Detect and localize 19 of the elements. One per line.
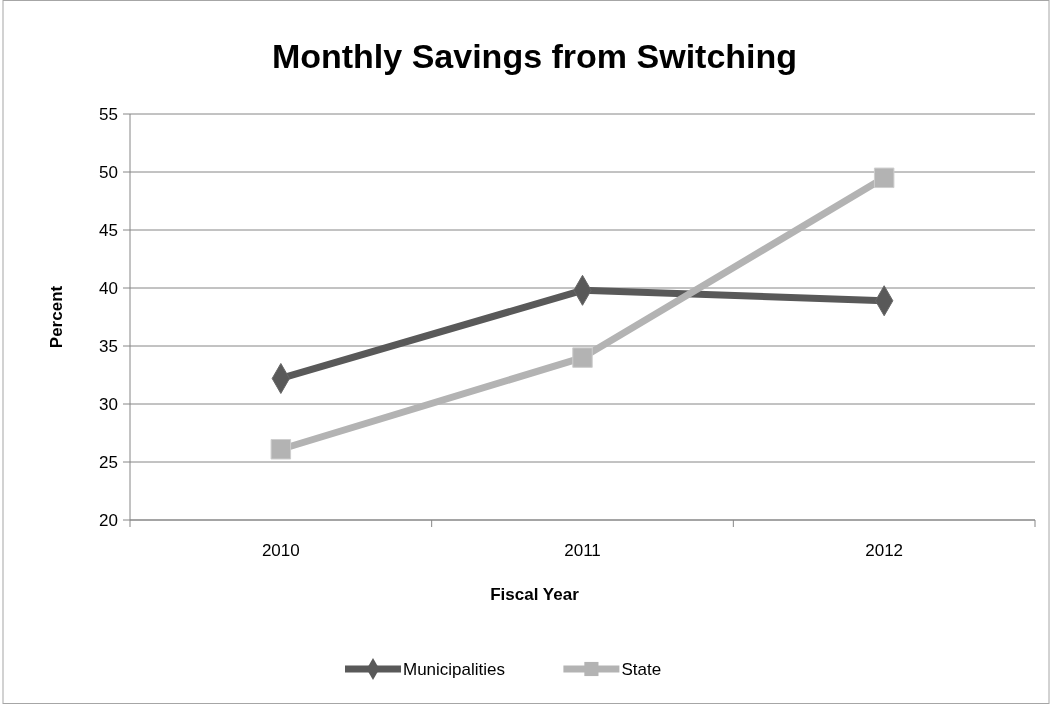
y-tick-label: 20 [99, 510, 118, 530]
point [270, 438, 292, 460]
y-tick-label: 55 [99, 104, 118, 124]
y-tick-label: 30 [99, 394, 118, 414]
y-tick-label: 40 [99, 278, 118, 298]
x-tick-label: 2012 [865, 541, 904, 560]
x-tick-label: 2010 [261, 541, 300, 560]
y-axis-title: Percent [47, 285, 66, 349]
point [873, 167, 895, 189]
legend-label: Municipalities [403, 659, 506, 679]
y-tick-label: 25 [99, 452, 118, 472]
legend-label: State [621, 659, 662, 679]
chart-title: Monthly Savings from Switching [271, 37, 798, 75]
point [572, 347, 593, 368]
y-tick-label: 50 [99, 162, 118, 182]
y-tick-label: 45 [99, 220, 118, 240]
x-axis-title: Fiscal Year [490, 585, 580, 604]
x-tick-label: 2011 [564, 541, 601, 560]
y-tick-label: 35 [99, 336, 118, 356]
